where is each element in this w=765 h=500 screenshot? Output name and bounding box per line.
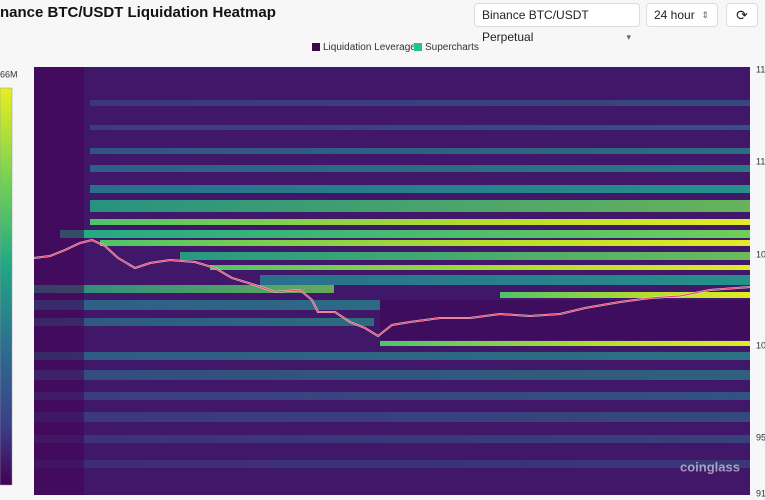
caret: ⇕ bbox=[701, 10, 709, 20]
legend-swatch bbox=[312, 43, 320, 51]
y-tick-label: 91 bbox=[756, 488, 765, 498]
select-label: 24 hour bbox=[654, 8, 695, 22]
colorbar bbox=[0, 87, 13, 486]
refresh-button[interactable]: ⟳ bbox=[726, 3, 758, 27]
range-select[interactable]: 24 hour ⇕ bbox=[646, 3, 718, 27]
select-label: Binance BTC/USDT Perpetual bbox=[482, 8, 589, 44]
y-tick-label: 11 bbox=[756, 64, 765, 74]
y-tick-label: 11 bbox=[756, 156, 765, 166]
y-tick-label: 95 bbox=[756, 432, 765, 442]
legend-label[interactable]: Supercharts bbox=[425, 42, 479, 53]
heatmap: coinglass bbox=[33, 67, 751, 495]
colorbar-label: 66M bbox=[0, 69, 18, 79]
page-title: nance BTC/USDT Liquidation Heatmap bbox=[0, 4, 276, 21]
watermark: coinglass bbox=[680, 459, 740, 474]
y-tick-label: 10 bbox=[756, 249, 765, 259]
exchange-select[interactable]: Binance BTC/USDT Perpetual ▾ bbox=[474, 3, 640, 44]
legend-label[interactable]: Liquidation Leverage bbox=[323, 42, 416, 53]
legend-swatch bbox=[414, 43, 422, 51]
caret: ▾ bbox=[626, 32, 631, 42]
y-tick-label: 10 bbox=[756, 340, 765, 350]
